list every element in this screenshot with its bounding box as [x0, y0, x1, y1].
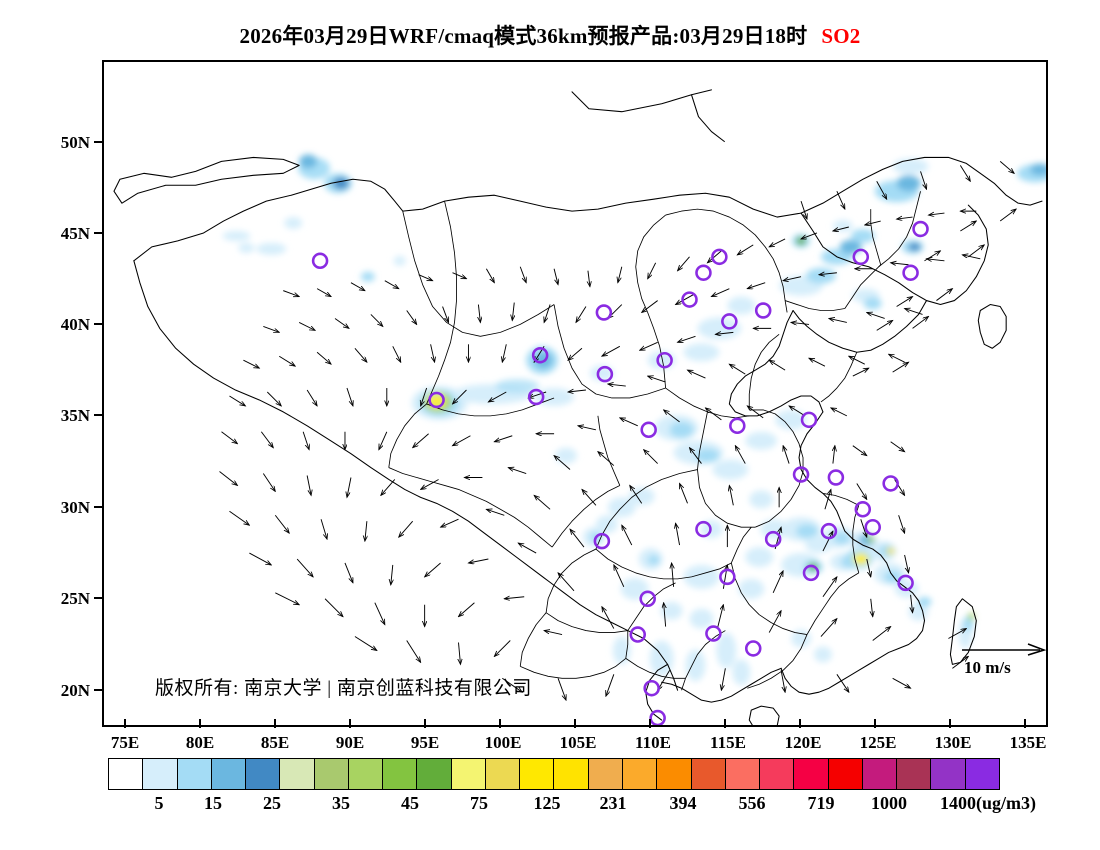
- x-tick-mark: [799, 719, 801, 728]
- colorbar-cell: [691, 759, 726, 789]
- colorbar-cell: [725, 759, 761, 789]
- x-tick-label: 100E: [484, 733, 522, 752]
- x-tick-mark: [649, 719, 651, 728]
- colorbar-cell: [622, 759, 658, 789]
- x-tick-label: 125E: [859, 733, 897, 752]
- colorbar-tick-label: 45: [401, 793, 419, 813]
- x-tick-label: 85E: [260, 733, 290, 752]
- colorbar-cell: [383, 759, 418, 789]
- colorbar-tick-label: 5: [154, 793, 164, 813]
- x-tick-label: 120E: [784, 733, 822, 752]
- y-tick-label: 45N: [60, 224, 90, 243]
- x-tick-mark: [424, 719, 426, 728]
- y-tick-label: 35N: [60, 406, 90, 425]
- x-tick-mark: [724, 719, 726, 728]
- colorbar-cell: [177, 759, 212, 789]
- colorbar-tick-label: 75: [470, 793, 488, 813]
- page-title: 2026年03月29日WRF/cmaq模式36km预报产品:03月29日18时 S…: [0, 20, 1100, 50]
- colorbar-cell: [348, 759, 384, 789]
- colorbar-tick-label: 125: [533, 793, 561, 813]
- forecast-map-panel[interactable]: [102, 60, 1048, 727]
- x-tick-mark: [274, 719, 276, 728]
- colorbar-cell: [965, 759, 999, 789]
- x-tick-label: 90E: [335, 733, 365, 752]
- y-tick-label: 50N: [60, 133, 90, 152]
- x-tick-label: 115E: [710, 733, 746, 752]
- title-species-label: SO2: [821, 24, 861, 48]
- y-tick-mark: [94, 141, 103, 143]
- x-tick-label: 75E: [110, 733, 140, 752]
- colorbar-cell: [931, 759, 966, 789]
- x-tick-mark: [124, 719, 126, 728]
- x-tick-label: 130E: [934, 733, 972, 752]
- arrow-right-icon: [962, 643, 1047, 656]
- x-tick-mark: [499, 719, 501, 728]
- x-tick-label: 105E: [559, 733, 597, 752]
- map-canvas[interactable]: [104, 62, 1046, 725]
- y-tick-label: 30N: [60, 498, 90, 517]
- colorbar-cell: [280, 759, 315, 789]
- y-tick-label: 20N: [60, 681, 90, 700]
- colorbar-tick-label: 35: [332, 793, 350, 813]
- colorbar-cell: [143, 759, 178, 789]
- colorbar-cell: [897, 759, 932, 789]
- y-tick-mark: [94, 506, 103, 508]
- colorbar-cell: [657, 759, 692, 789]
- x-tick-mark: [349, 719, 351, 728]
- y-tick-mark: [94, 232, 103, 234]
- y-tick-label: 25N: [60, 589, 90, 608]
- colorbar[interactable]: [108, 758, 1000, 790]
- y-tick-mark: [94, 689, 103, 691]
- colorbar-tick-label: 394: [669, 793, 697, 813]
- colorbar-cell: [588, 759, 623, 789]
- colorbar-unit-label: (ug/m3): [976, 793, 1036, 813]
- colorbar-tick-label: 15: [204, 793, 222, 813]
- x-tick-label: 80E: [185, 733, 215, 752]
- y-tick-mark: [94, 597, 103, 599]
- x-tick-mark: [874, 719, 876, 728]
- colorbar-cell: [211, 759, 247, 789]
- y-tick-mark: [94, 323, 103, 325]
- colorbar-tick-label: 719: [807, 793, 835, 813]
- colorbar-cell: [246, 759, 281, 789]
- wind-scale-label: 10 m/s: [964, 658, 1011, 677]
- x-tick-mark: [1024, 719, 1026, 728]
- y-tick-label: 40N: [60, 315, 90, 334]
- city-marker-layer: [311, 220, 929, 725]
- colorbar-cell: [109, 759, 144, 789]
- colorbar-cell: [417, 759, 452, 789]
- x-tick-label: 135E: [1009, 733, 1047, 752]
- wind-scale-key: 10 m/s: [960, 638, 1052, 690]
- colorbar-tick-label: 231: [599, 793, 627, 813]
- colorbar-cell: [554, 759, 589, 789]
- x-tick-mark: [574, 719, 576, 728]
- y-tick-mark: [94, 414, 103, 416]
- colorbar-cell: [862, 759, 898, 789]
- colorbar-tick-label: 1000: [871, 793, 907, 813]
- x-tick-label: 95E: [410, 733, 440, 752]
- colorbar-tick-label: 556: [738, 793, 766, 813]
- colorbar-cell: [451, 759, 486, 789]
- concentration-field: [222, 154, 1046, 686]
- colorbar-cell: [760, 759, 795, 789]
- province-boundary-layer: [388, 191, 921, 691]
- title-main-text: 2026年03月29日WRF/cmaq模式36km预报产品:03月29日18时: [239, 24, 808, 48]
- x-tick-label: 110E: [635, 733, 671, 752]
- colorbar-tick-label: 25: [263, 793, 281, 813]
- colorbar-tick-label: 1400: [940, 793, 976, 813]
- x-tick-mark: [199, 719, 201, 728]
- wind-vector-layer: [219, 161, 1017, 700]
- colorbar-cell: [520, 759, 555, 789]
- x-tick-mark: [949, 719, 951, 728]
- copyright-notice: 版权所有: 南京大学 | 南京创蓝科技有限公司: [155, 678, 532, 699]
- colorbar-cell: [828, 759, 863, 789]
- colorbar-cell: [794, 759, 829, 789]
- colorbar-cell: [485, 759, 521, 789]
- colorbar-cell: [314, 759, 349, 789]
